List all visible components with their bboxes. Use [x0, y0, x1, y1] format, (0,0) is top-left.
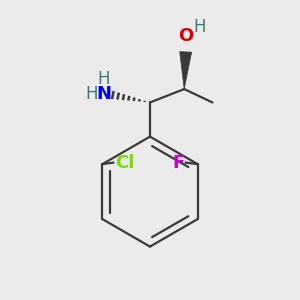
Text: H: H	[98, 70, 110, 88]
Text: H: H	[194, 18, 206, 36]
Polygon shape	[180, 52, 192, 89]
Text: N: N	[96, 85, 111, 103]
Text: O: O	[178, 27, 193, 45]
Text: H: H	[85, 85, 98, 103]
Text: F: F	[172, 154, 184, 172]
Text: Cl: Cl	[115, 154, 134, 172]
